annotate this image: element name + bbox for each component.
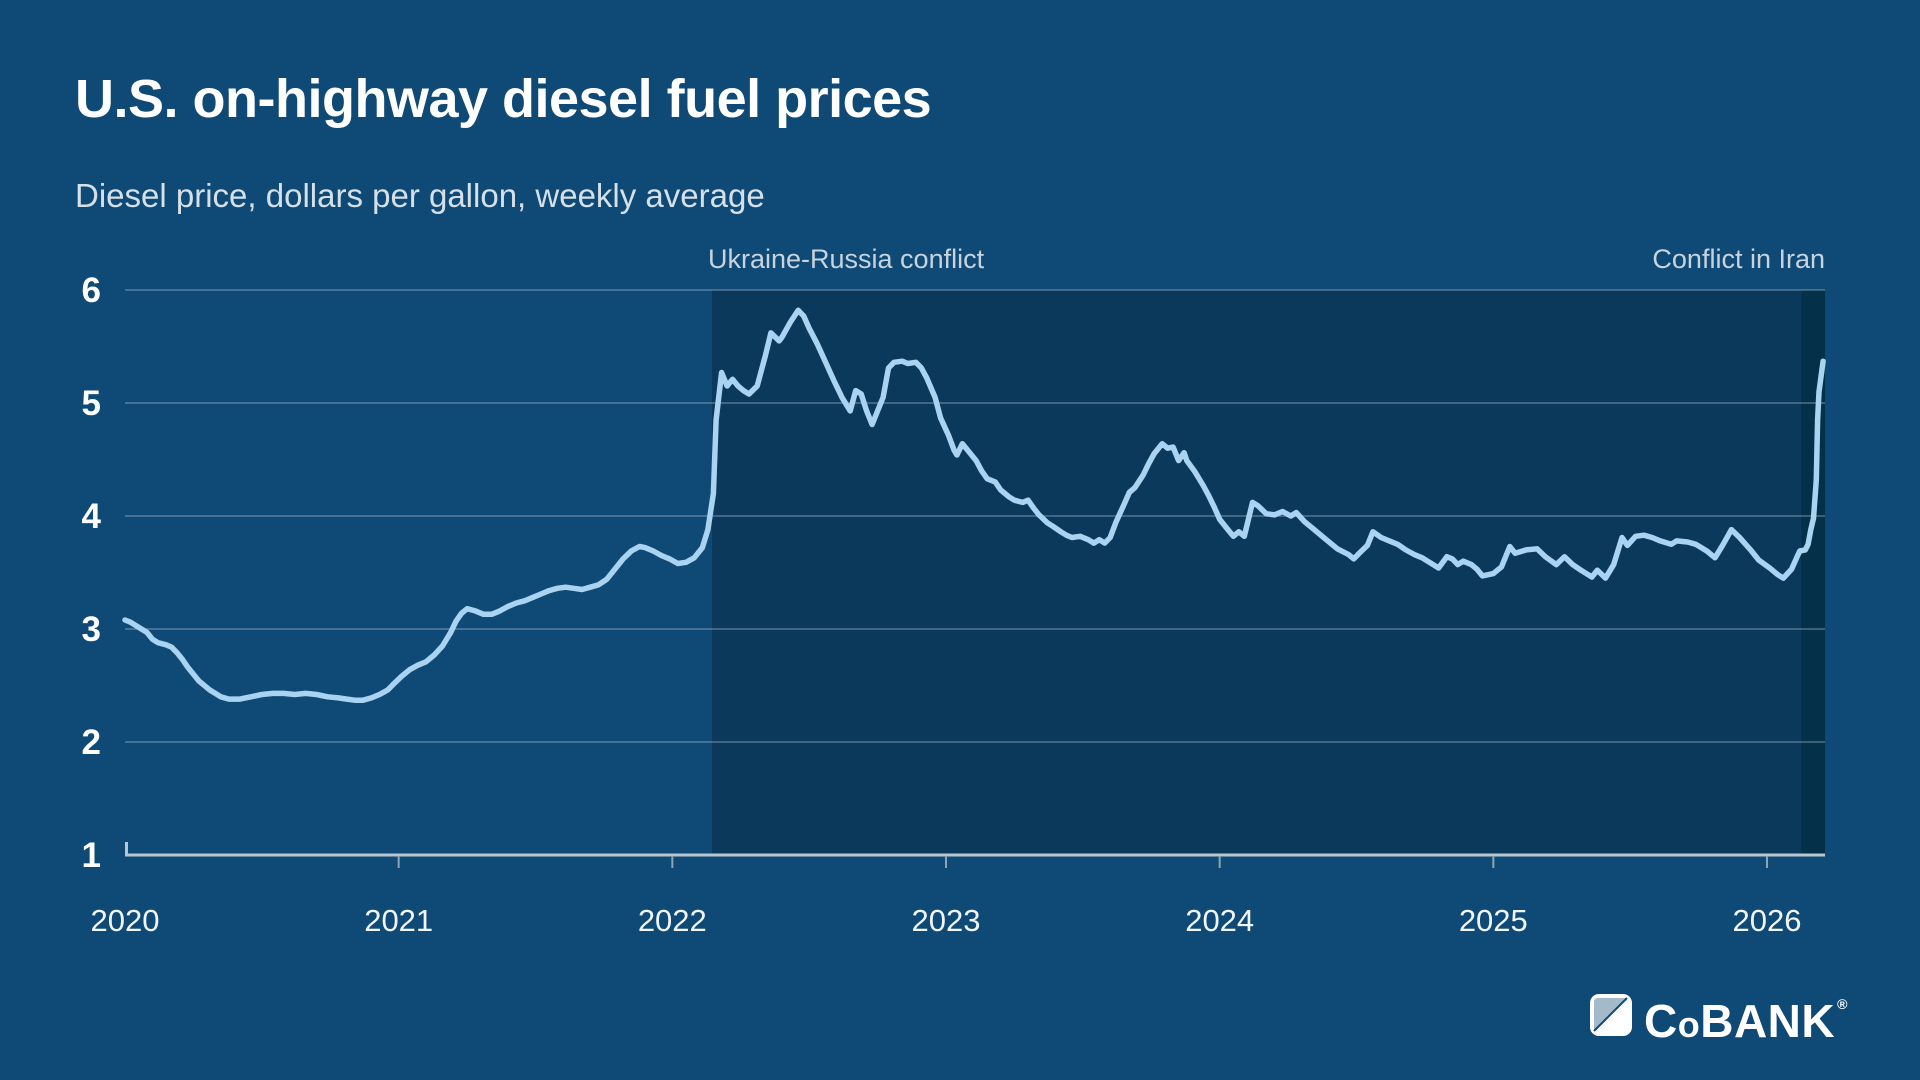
page-title: U.S. on-highway diesel fuel prices xyxy=(75,69,932,129)
cobank-logo: CoBANK ® xyxy=(1588,981,1848,1048)
price-line-group xyxy=(122,307,1826,703)
x-tick-label-2020: 2020 xyxy=(91,903,160,938)
x-tick-label-2025: 2025 xyxy=(1459,903,1528,938)
conflict-band-0 xyxy=(712,290,1802,855)
logo-letter-o: o xyxy=(1677,1004,1701,1045)
logo-letters-bank: BANK xyxy=(1700,995,1836,1047)
page-subtitle: Diesel price, dollars per gallon, weekly… xyxy=(75,177,765,214)
x-tick-label-2021: 2021 xyxy=(364,903,433,938)
annotation-ukraine-russia-conflict: Ukraine-Russia conflict xyxy=(708,244,985,274)
x-tick-label-2022: 2022 xyxy=(638,903,707,938)
conflict-bands xyxy=(712,290,1825,855)
x-tick-label-2024: 2024 xyxy=(1185,903,1254,938)
cobank-logo-mark xyxy=(1590,993,1632,1036)
price-line xyxy=(122,307,1826,703)
x-tick-label-2023: 2023 xyxy=(912,903,981,938)
x-tick-labels: 2020 2021 2022 2023 2024 2025 2026 xyxy=(91,903,1802,938)
logo-letter-c: C xyxy=(1644,995,1678,1047)
x-axis xyxy=(125,842,1825,868)
annotation-conflict-in-iran: Conflict in Iran xyxy=(1652,244,1825,274)
y-tick-label-3: 3 xyxy=(82,610,101,649)
y-tick-label-1: 1 xyxy=(82,836,101,875)
y-tick-label-6: 6 xyxy=(82,271,101,310)
logo-diagonal xyxy=(1593,996,1628,1032)
registered-trademark-symbol: ® xyxy=(1837,996,1848,1012)
x-tick-label-2026: 2026 xyxy=(1733,903,1802,938)
y-tick-label-5: 5 xyxy=(82,384,101,423)
y-tick-label-2: 2 xyxy=(82,723,101,762)
cobank-logo-text: CoBANK ® xyxy=(1644,981,1848,1048)
y-tick-labels: 1 2 3 4 5 6 xyxy=(82,271,102,875)
gridlines xyxy=(125,289,1825,743)
y-tick-label-4: 4 xyxy=(82,497,102,536)
